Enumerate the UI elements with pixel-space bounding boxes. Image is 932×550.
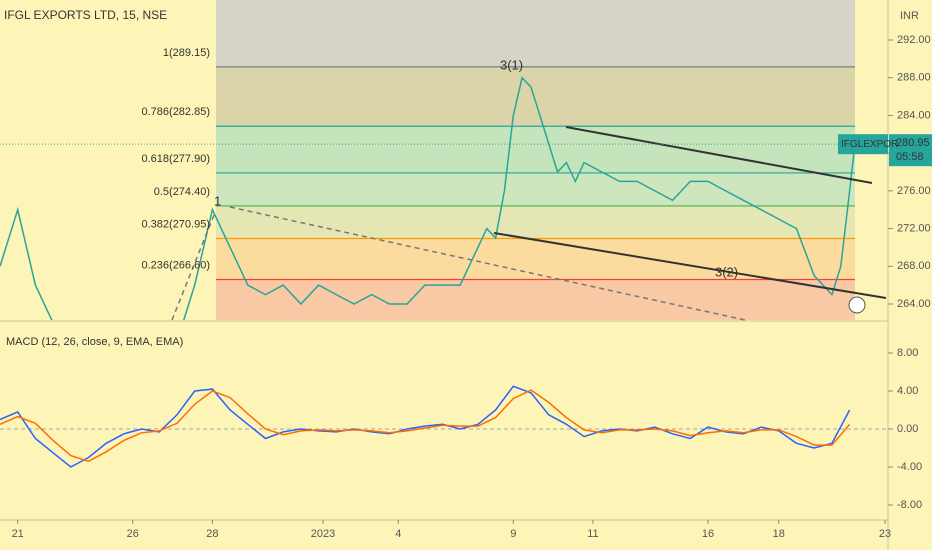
y-tick-label: 4.00 xyxy=(897,385,918,397)
macd-title: MACD (12, 26, close, 9, EMA, EMA) xyxy=(6,336,183,348)
y-tick-label: 0.00 xyxy=(897,423,918,435)
fib-zone xyxy=(216,279,855,320)
series-line xyxy=(0,76,856,320)
fib-zone xyxy=(216,205,855,239)
wave-label: 3(2) xyxy=(715,264,738,279)
y-tick-label: -4.00 xyxy=(897,461,922,473)
y-tick-label: -8.00 xyxy=(897,499,922,511)
y-tick-label: 284.00 xyxy=(897,109,931,121)
series-line xyxy=(0,385,851,468)
fib-label: 0.786(282.85) xyxy=(142,106,211,118)
fib-zone xyxy=(216,126,855,173)
y-tick-label: 276.00 xyxy=(897,185,931,197)
series-line xyxy=(0,389,851,463)
fib-label: 0.5(274.40) xyxy=(154,186,210,198)
countdown: 05:58 xyxy=(896,151,924,163)
macd-pane xyxy=(0,385,888,468)
trend-line xyxy=(565,126,873,184)
fib-zone xyxy=(216,0,855,67)
dashed-line xyxy=(171,214,215,321)
chart-title: IFGL EXPORTS LTD, 15, NSE xyxy=(4,8,167,22)
x-tick-label: 28 xyxy=(206,528,218,540)
wave-label: 1 xyxy=(214,193,221,208)
alert-icon[interactable] xyxy=(848,296,866,314)
x-tick-label: 4 xyxy=(395,528,401,540)
x-tick-label: 18 xyxy=(773,528,785,540)
wave-label: 3(1) xyxy=(500,57,523,72)
fib-label: 0.382(270.95) xyxy=(142,218,211,230)
y-tick-label: 264.00 xyxy=(897,298,931,310)
fib-label: 0.236(266.60) xyxy=(142,259,211,271)
dashed-line xyxy=(229,206,746,321)
x-tick-label: 16 xyxy=(702,528,714,540)
y-tick-label: 288.00 xyxy=(897,72,931,84)
trend-line xyxy=(493,232,887,299)
fib-zone xyxy=(216,66,855,127)
last-price-box xyxy=(889,134,932,167)
y-tick-label: 292.00 xyxy=(897,34,931,46)
overlay: IFGL EXPORTS LTD, 15, NSE INR 3(1) 3(2) … xyxy=(0,8,932,540)
currency: INR xyxy=(900,10,919,22)
y-tick-label: 272.00 xyxy=(897,222,931,234)
symbol-tag xyxy=(838,134,888,155)
last-price: 280.95 xyxy=(896,137,930,149)
fib-label: 0.618(277.90) xyxy=(142,153,211,165)
y-tick-label: 268.00 xyxy=(897,260,931,272)
x-tick-label: 23 xyxy=(879,528,891,540)
x-tick-label: 9 xyxy=(510,528,516,540)
fib-zone xyxy=(216,172,855,206)
fib-label: 1(289.15) xyxy=(163,47,210,59)
symbol-label: IFGLEXPOR xyxy=(841,139,898,150)
fib-zone xyxy=(216,238,855,280)
price-pane xyxy=(0,0,856,320)
y-tick-label: 8.00 xyxy=(897,347,918,359)
x-tick-label: 26 xyxy=(127,528,139,540)
x-tick-label: 11 xyxy=(587,528,598,540)
x-tick-label: 2023 xyxy=(311,528,335,540)
x-tick-label: 21 xyxy=(12,528,24,540)
